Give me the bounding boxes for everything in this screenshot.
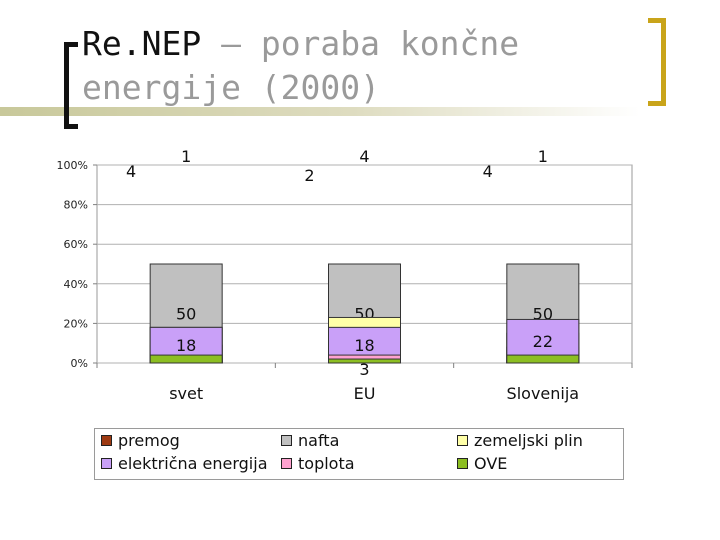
slide-title: Re.NEP – poraba končne energije (2000): [82, 22, 602, 110]
legend-swatch: [281, 435, 292, 446]
data-label: 4: [126, 162, 136, 181]
y-tick-label: 40%: [64, 278, 88, 291]
y-tick-label: 100%: [57, 159, 88, 172]
legend-label: zemeljski plin: [474, 431, 583, 450]
data-label: 22: [533, 332, 553, 351]
legend-label: premog: [118, 431, 180, 450]
data-label: 18: [354, 336, 374, 355]
y-tick-label: 80%: [64, 199, 88, 212]
data-label: 3: [359, 360, 369, 379]
legend-item: toplota: [281, 454, 355, 473]
legend-label: električna energija: [118, 454, 268, 473]
data-label: 50: [176, 305, 196, 324]
bar-segment: [506, 354, 580, 364]
legend-swatch: [457, 435, 468, 446]
chart-legend: premog nafta zemeljski plin električna ener…: [94, 428, 624, 480]
data-label: 2: [304, 166, 314, 185]
legend-swatch: [457, 458, 468, 469]
data-label: 4: [359, 147, 369, 166]
legend-swatch: [281, 458, 292, 469]
legend-swatch: [101, 435, 112, 446]
left-bracket-decoration: [64, 42, 78, 129]
x-category-label: Slovenija: [507, 384, 580, 403]
legend-label: nafta: [298, 431, 340, 450]
y-tick-label: 0%: [71, 357, 88, 370]
legend-item: električna energija: [101, 454, 268, 473]
title-underline-bar: [0, 107, 640, 116]
legend-item: OVE: [457, 454, 507, 473]
data-label: 1: [181, 147, 191, 166]
legend-item: nafta: [281, 431, 339, 450]
legend-item: premog: [101, 431, 180, 450]
stacked-bar-chart: 0%20%40%60%80%100%950181841svet350231824…: [57, 147, 633, 403]
data-label: 18: [176, 336, 196, 355]
legend-item: zemeljski plin: [457, 431, 583, 450]
data-label: 1: [538, 147, 548, 166]
legend-label: toplota: [298, 454, 355, 473]
right-bracket-decoration: [648, 18, 666, 106]
data-label: 4: [483, 162, 493, 181]
data-label: 50: [533, 305, 553, 324]
legend-label: OVE: [474, 454, 508, 473]
bar-segment: [149, 354, 223, 364]
legend-swatch: [101, 458, 112, 469]
y-tick-label: 20%: [64, 317, 88, 330]
slide-title-rest: – poraba končne energije (2000): [82, 24, 520, 107]
bar-segment: [328, 358, 401, 364]
slide-title-main: Re.NEP: [82, 24, 202, 63]
y-tick-label: 60%: [64, 238, 88, 251]
x-category-label: EU: [354, 384, 376, 403]
x-category-label: svet: [169, 384, 203, 403]
